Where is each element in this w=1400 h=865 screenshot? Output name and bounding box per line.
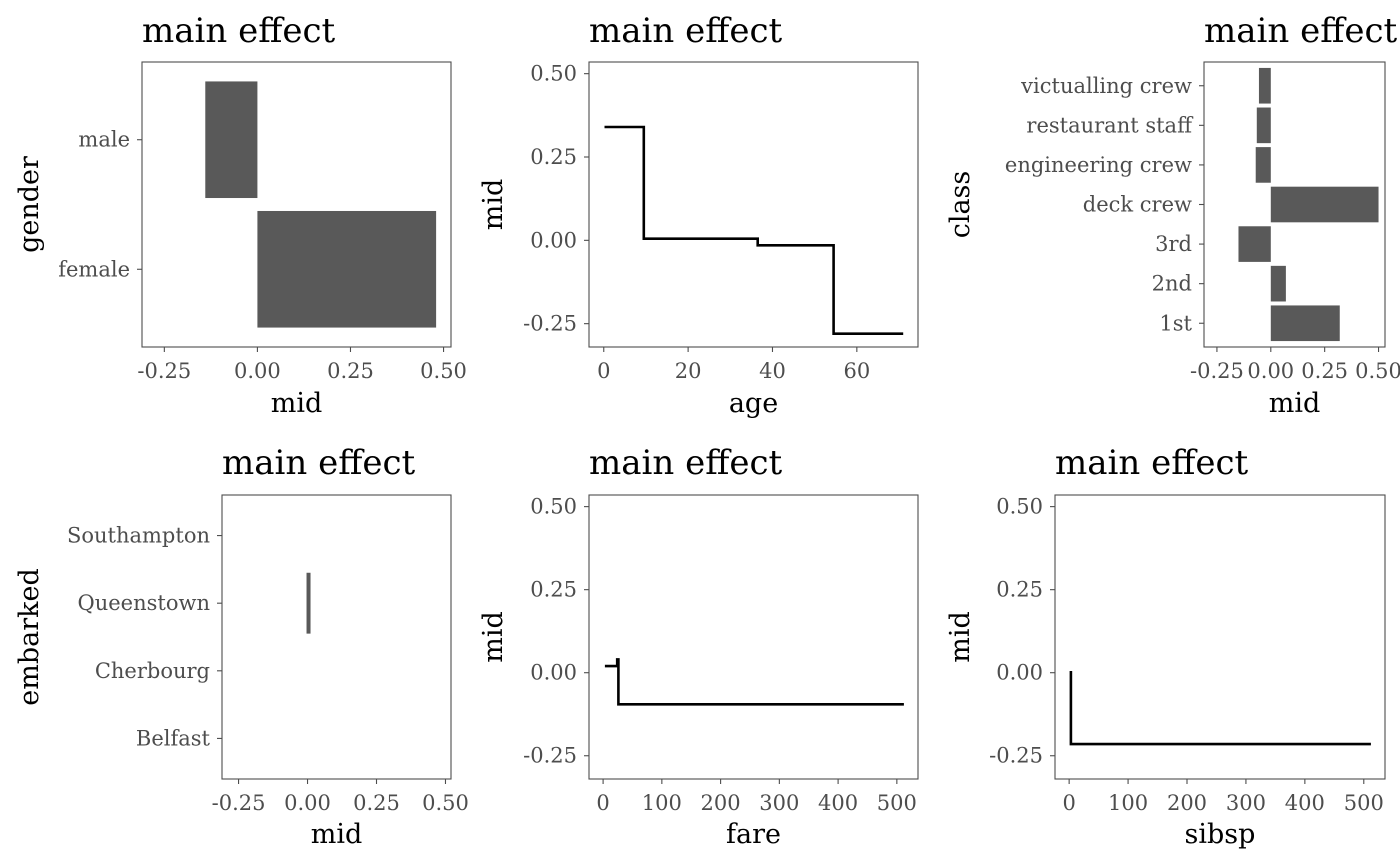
plot-frame bbox=[1054, 494, 1386, 780]
bar-2nd bbox=[1270, 265, 1286, 302]
x-tick-label: 300 bbox=[1226, 791, 1266, 815]
bar-queenstown bbox=[306, 572, 311, 634]
y-tick-label: Southampton bbox=[67, 524, 210, 548]
plot-frame bbox=[221, 494, 452, 780]
panel-5: main effect 0 100 200 300 400 500 fare mid -0.25 0… bbox=[478, 443, 919, 850]
x-tick-label: 500 bbox=[1344, 791, 1384, 815]
x-tick-label: 0.50 bbox=[420, 359, 467, 383]
panel-title: main effect bbox=[222, 443, 416, 483]
x-tick-label: 0.25 bbox=[353, 791, 400, 815]
x-tick-label: 200 bbox=[701, 791, 741, 815]
x-tick-label: -0.25 bbox=[137, 359, 191, 383]
panel-2: main effect 0 20 40 60 age mid -0.25 0.00 0.25 0.5… bbox=[478, 11, 919, 419]
y-tick-label: female bbox=[58, 257, 130, 281]
y-tick-label: engineering crew bbox=[1005, 153, 1192, 177]
panel-title: main effect bbox=[1055, 443, 1249, 483]
x-tick-label: 100 bbox=[1108, 791, 1148, 815]
y-axis-label: mid bbox=[478, 179, 509, 231]
plot-frame bbox=[588, 494, 919, 780]
y-tick-label: 0.25 bbox=[530, 145, 577, 169]
panel-4: main effect -0.25 0.00 0.25 0.50 mid embarked B… bbox=[14, 443, 469, 850]
y-tick-label: -0.25 bbox=[989, 744, 1043, 768]
y-tick-label: 0.50 bbox=[530, 62, 577, 86]
bar-engineering-crew bbox=[1255, 147, 1271, 183]
panel-title: main effect bbox=[589, 11, 783, 51]
bar-deck-crew bbox=[1270, 186, 1379, 223]
x-axis-label: fare bbox=[726, 819, 781, 850]
bar-3rd bbox=[1238, 226, 1271, 262]
y-tick-label: 0.50 bbox=[996, 495, 1043, 519]
bar-restaurant-staff bbox=[1256, 107, 1271, 144]
x-tick-label: 500 bbox=[877, 791, 917, 815]
effect-line bbox=[604, 125, 904, 336]
x-axis-label: sibsp bbox=[1185, 819, 1256, 850]
y-tick-label: -0.25 bbox=[523, 312, 577, 336]
y-tick-label: victualling crew bbox=[1020, 74, 1192, 98]
bar-victualling-crew bbox=[1258, 67, 1271, 104]
x-tick-label: 0.00 bbox=[234, 359, 281, 383]
y-tick-label: 0.25 bbox=[996, 578, 1043, 602]
x-tick-label: 0 bbox=[596, 791, 609, 815]
y-tick-label: 0.00 bbox=[996, 661, 1043, 685]
x-tick-label: 300 bbox=[759, 791, 799, 815]
x-tick-label: 40 bbox=[759, 359, 786, 383]
bar-male bbox=[205, 81, 258, 199]
plot-frame bbox=[588, 61, 919, 348]
y-tick-label: 1st bbox=[1159, 311, 1192, 335]
x-tick-label: 0.00 bbox=[284, 791, 331, 815]
y-tick-label: 0.25 bbox=[530, 578, 577, 602]
x-tick-label: 20 bbox=[675, 359, 702, 383]
x-tick-label: 0 bbox=[1062, 791, 1075, 815]
x-tick-label: 400 bbox=[1285, 791, 1325, 815]
y-axis-label: mid bbox=[945, 611, 976, 663]
bar-1st bbox=[1270, 305, 1340, 342]
y-tick-label: male bbox=[78, 128, 130, 152]
x-tick-label: 100 bbox=[642, 791, 682, 815]
x-tick-label: 0.00 bbox=[1247, 359, 1294, 383]
x-tick-label: 0.50 bbox=[422, 791, 469, 815]
effect-line bbox=[604, 658, 904, 706]
panel-title: main effect bbox=[589, 443, 783, 483]
x-tick-label: 60 bbox=[843, 359, 870, 383]
panel-title: main effect bbox=[142, 11, 336, 51]
y-axis-label: gender bbox=[14, 156, 45, 253]
x-tick-label: 0.25 bbox=[1301, 359, 1348, 383]
y-axis-label: embarked bbox=[14, 568, 45, 706]
x-axis-label: mid bbox=[271, 388, 323, 419]
panel-1: main effect -0.25 0.00 0.25 0.50 mid gender fem… bbox=[14, 11, 467, 419]
y-tick-label: 2nd bbox=[1152, 272, 1192, 296]
x-axis-label: age bbox=[729, 388, 778, 419]
y-tick-label: deck crew bbox=[1083, 193, 1192, 217]
panel-title: main effect bbox=[1204, 11, 1398, 51]
y-tick-label: Queenstown bbox=[78, 591, 210, 615]
y-tick-label: Belfast bbox=[136, 726, 211, 750]
y-axis-label: mid bbox=[478, 611, 509, 663]
y-tick-label: -0.25 bbox=[523, 744, 577, 768]
bar-female bbox=[257, 210, 437, 328]
panel-6: main effect 0 100 200 300 400 500 sibsp mid -0.25… bbox=[945, 443, 1386, 850]
x-axis-label: mid bbox=[311, 819, 363, 850]
x-tick-label: -0.25 bbox=[1190, 359, 1244, 383]
x-tick-label: 200 bbox=[1167, 791, 1207, 815]
x-tick-label: 400 bbox=[818, 791, 858, 815]
x-tick-label: 0 bbox=[597, 359, 610, 383]
y-tick-label: Cherbourg bbox=[95, 659, 210, 683]
y-tick-label: 0.00 bbox=[530, 661, 577, 685]
y-tick-label: 0.50 bbox=[530, 495, 577, 519]
y-tick-label: restaurant staff bbox=[1026, 113, 1194, 137]
x-tick-label: -0.25 bbox=[212, 791, 266, 815]
y-tick-label: 0.00 bbox=[530, 228, 577, 252]
x-tick-label: 0.25 bbox=[327, 359, 374, 383]
x-axis-label: mid bbox=[1269, 388, 1321, 419]
effect-line bbox=[1069, 671, 1371, 746]
x-tick-label: 0.50 bbox=[1355, 359, 1400, 383]
y-axis-label: class bbox=[945, 171, 976, 239]
y-tick-label: 3rd bbox=[1155, 232, 1192, 256]
panel-3: main effect -0.25 0.00 0.25 0.50 mid class 1st 2… bbox=[945, 11, 1400, 419]
